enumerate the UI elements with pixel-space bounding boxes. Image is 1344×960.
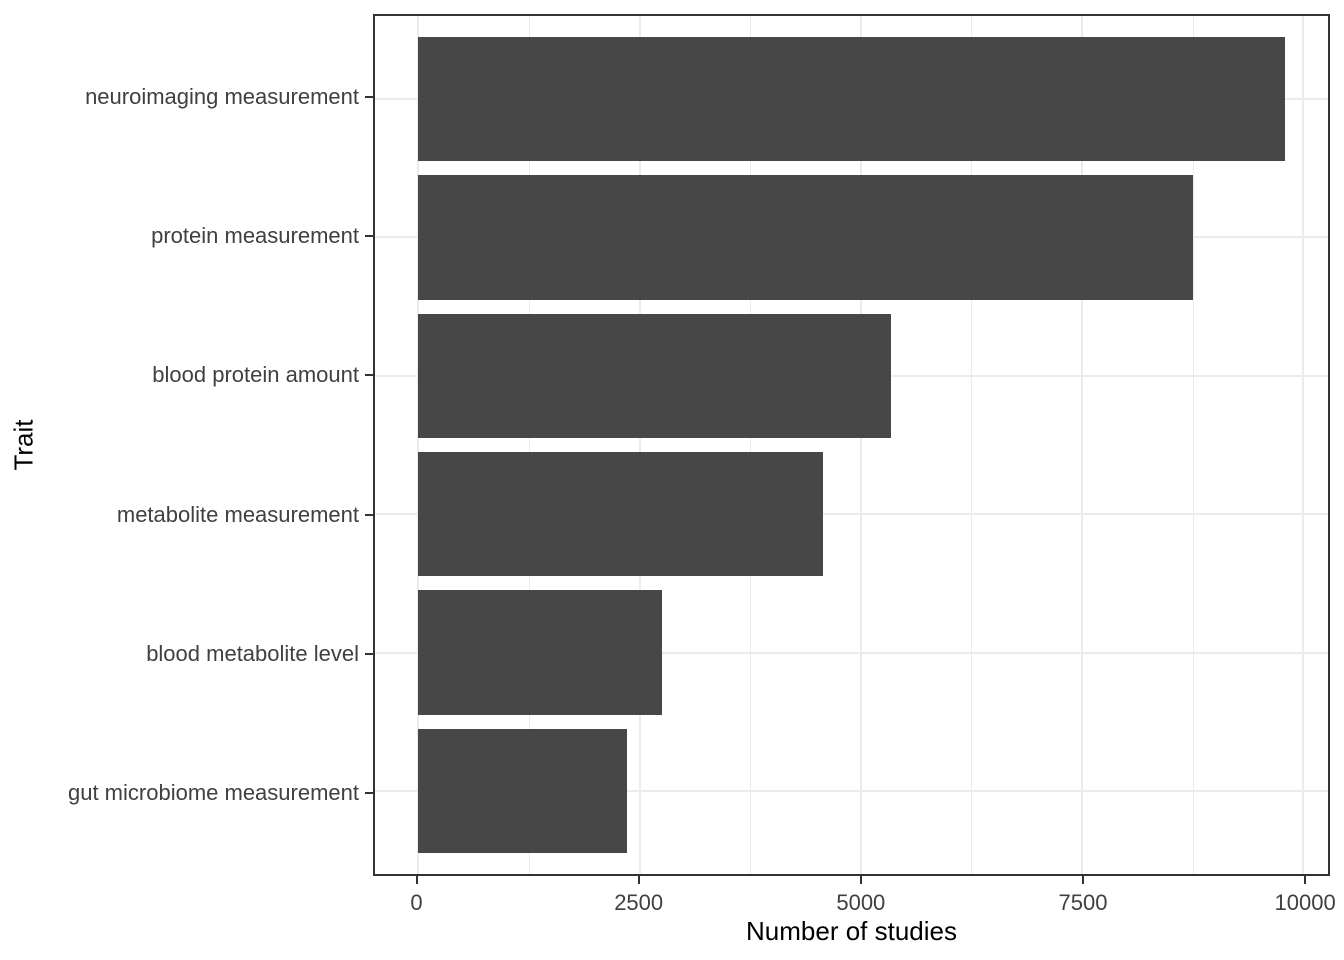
y-tick-label: gut microbiome measurement [67, 779, 359, 805]
x-axis-tick [1081, 876, 1084, 884]
x-axis-tick [859, 876, 862, 884]
x-tick-label: 5000 [836, 890, 886, 915]
y-axis-tick [365, 791, 373, 794]
gridline-major-vertical [638, 16, 641, 874]
x-tick-label: 10000 [1274, 890, 1336, 915]
gridline-major-vertical [417, 16, 420, 874]
x-axis-tick [415, 876, 418, 884]
y-tick-label: neuroimaging measurement [85, 84, 359, 110]
gridline-minor-vertical [528, 16, 530, 874]
x-tick-label: 7500 [1058, 890, 1108, 915]
bar [418, 451, 823, 577]
y-tick-label: blood metabolite level [146, 640, 359, 666]
y-tick-label: metabolite measurement [116, 501, 359, 527]
x-tick-label: 2500 [614, 890, 664, 915]
bar [418, 313, 891, 439]
y-axis-tick [365, 652, 373, 655]
y-axis-tick [365, 96, 373, 99]
gridline-major-horizontal [375, 789, 1328, 792]
gridline-minor-vertical [1192, 16, 1194, 874]
y-axis-tick [365, 235, 373, 238]
bar [418, 728, 628, 854]
y-axis-tick [365, 513, 373, 516]
y-axis-title: Trait [8, 419, 39, 471]
plot-panel [373, 14, 1330, 876]
gridline-minor-vertical [971, 16, 973, 874]
y-axis-tick [365, 374, 373, 377]
plot-area [375, 16, 1328, 874]
bar [418, 175, 1194, 300]
gridline-major-vertical [1302, 16, 1305, 874]
gridline-major-vertical [859, 16, 862, 874]
x-tick-label: 0 [410, 890, 423, 915]
gridline-minor-vertical [750, 16, 752, 874]
x-axis-title: Number of studies [746, 916, 957, 946]
gridline-major-vertical [1081, 16, 1083, 874]
gridline-major-horizontal [375, 651, 1328, 654]
y-tick-label: protein measurement [151, 223, 359, 249]
x-axis-tick [637, 876, 640, 884]
y-tick-label: blood protein amount [152, 362, 359, 388]
bar [418, 36, 1285, 162]
bar [418, 590, 662, 715]
x-axis-tick [1304, 876, 1307, 884]
gridline-major-horizontal [375, 513, 1328, 516]
